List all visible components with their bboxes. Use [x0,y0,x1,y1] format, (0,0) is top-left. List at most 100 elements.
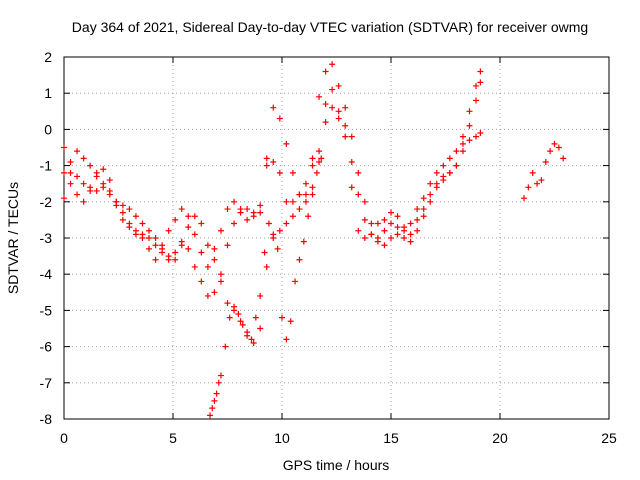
data-point [407,231,414,238]
data-point [477,79,484,86]
data-point [407,238,414,245]
data-point [374,220,381,227]
data-point [381,227,388,234]
data-point [126,224,133,231]
data-point [342,133,349,140]
data-point [257,292,264,299]
data-point [226,314,233,321]
data-point [335,108,342,115]
data-point [198,278,205,285]
data-point [279,314,285,321]
data-point [100,184,107,191]
data-point [198,249,205,256]
data-point [172,256,179,263]
data-point [466,122,473,129]
data-point [529,169,536,176]
data-point [368,231,375,238]
data-point [80,155,87,162]
data-point [276,169,283,176]
data-point [525,184,532,191]
y-tick-label: -6 [40,339,53,355]
data-point [93,173,100,180]
data-point [322,68,329,75]
data-point [394,231,401,238]
data-point [420,195,427,202]
data-point [289,198,296,205]
data-point [329,104,336,111]
data-point [342,122,349,129]
x-tick-label: 15 [383,430,399,446]
x-tick-label: 5 [169,430,177,446]
data-point [224,242,231,249]
data-point [368,220,375,227]
data-point [302,180,309,187]
y-tick-label: -8 [40,411,53,427]
data-point [305,213,312,220]
data-point [477,130,484,137]
data-point [207,412,214,419]
y-tick-label: -1 [40,158,53,174]
data-point [440,162,447,169]
data-point [459,133,466,140]
data-point [217,227,224,234]
data-point [152,235,159,241]
data-point [61,144,67,151]
data-point [222,343,229,350]
data-point [67,169,74,176]
data-point [289,169,296,176]
data-points [61,61,567,419]
data-point [231,198,238,205]
data-point [309,162,316,169]
data-point [342,104,349,111]
data-point [235,311,242,318]
data-point [446,155,453,162]
y-tick-label: -2 [40,194,53,210]
data-point [211,397,218,404]
x-tick-label: 0 [60,430,68,446]
data-point [296,256,303,263]
data-point [165,227,172,234]
x-tick-label: 25 [601,430,617,446]
data-point [274,245,281,252]
grid [64,57,609,419]
data-point [215,379,222,386]
data-point [146,235,153,241]
data-point [237,206,244,213]
data-point [211,245,218,252]
data-point [361,198,368,205]
data-point [473,133,480,140]
data-point [355,227,362,234]
data-point [74,191,81,198]
data-point [106,177,113,184]
data-point [313,169,320,176]
y-tick-label: -3 [40,230,53,246]
data-point [106,187,113,194]
data-point [394,213,401,220]
data-point [74,148,81,155]
data-point [80,180,87,187]
data-point [283,198,290,205]
data-point [265,220,272,227]
data-point [466,108,473,115]
chart-title: Day 364 of 2021, Sidereal Day-to-day VTE… [72,19,588,35]
data-point [87,162,94,169]
data-point [407,220,414,227]
data-point [477,68,484,75]
data-point [257,209,264,216]
data-point [198,220,205,227]
data-point [146,227,153,234]
data-point [261,249,268,256]
data-point [217,271,224,278]
data-point [217,278,224,285]
data-point [534,180,541,187]
data-point [446,169,453,176]
data-point [427,180,434,187]
data-point [224,206,231,213]
data-point [335,115,342,122]
data-point [538,177,545,184]
data-point [100,166,107,173]
data-point [172,216,179,223]
data-point [381,242,388,249]
data-point [61,195,67,202]
